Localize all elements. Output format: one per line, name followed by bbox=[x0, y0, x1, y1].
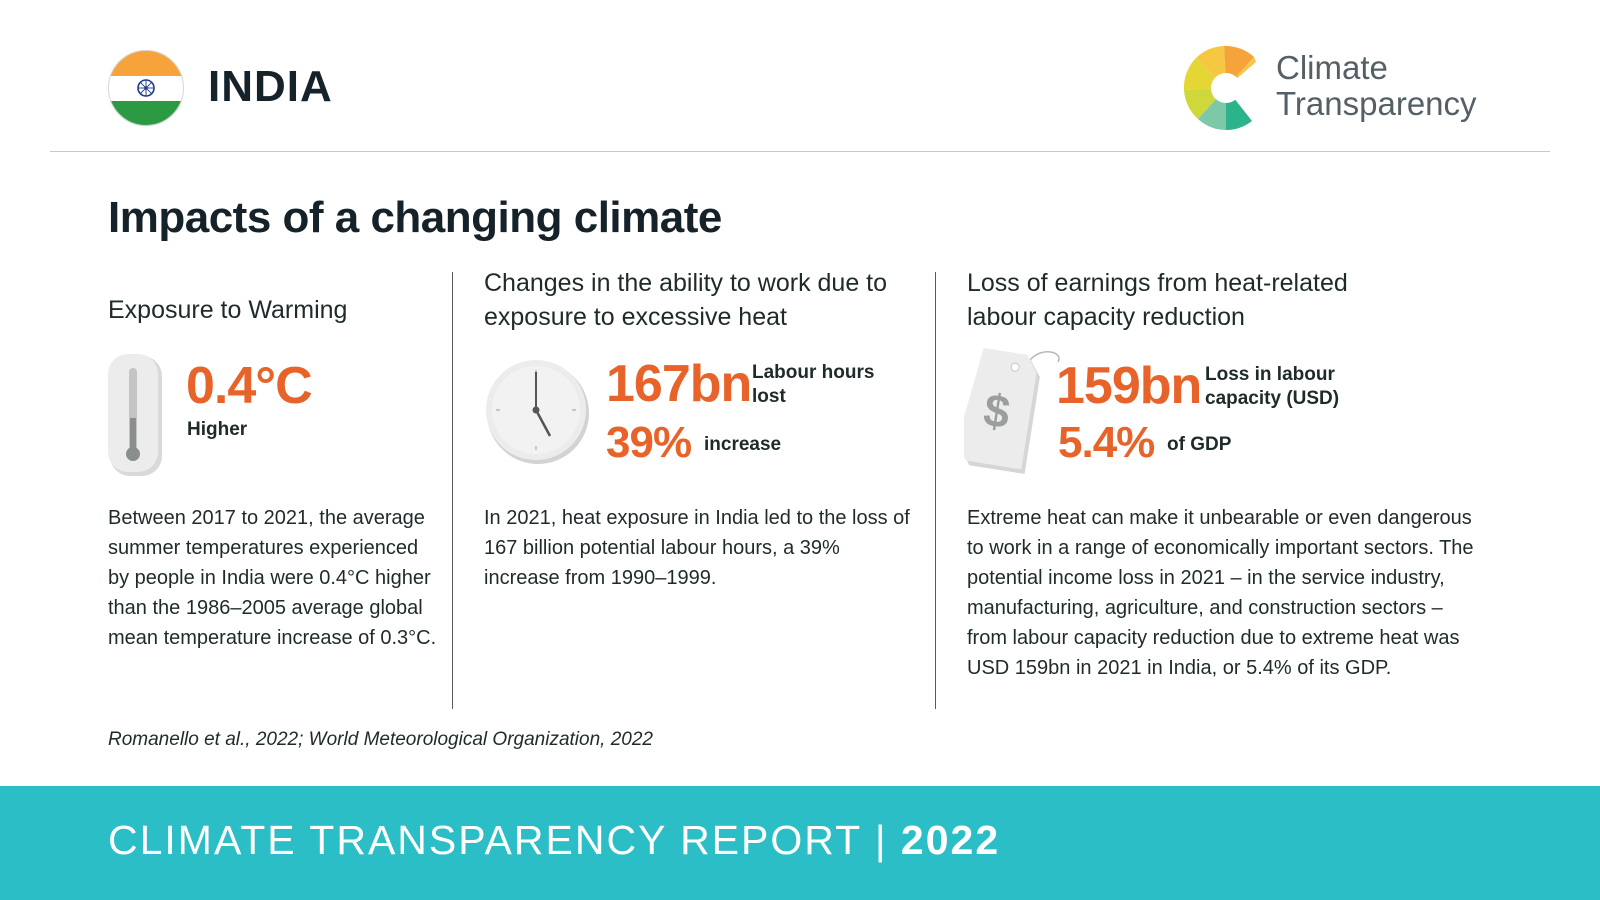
footer-year: 2022 bbox=[900, 817, 1001, 863]
gdp-share-value: 5.4% bbox=[1058, 418, 1155, 467]
footer-report: CLIMATE TRANSPARENCY REPORT bbox=[108, 817, 862, 863]
labour-hours-value: 167bn bbox=[606, 355, 752, 413]
work-ability-text: In 2021, heat exposure in India led to t… bbox=[484, 507, 910, 589]
labour-hours-label: Labour hours lost bbox=[752, 362, 875, 407]
section-title: Impacts of a changing climate bbox=[108, 193, 722, 242]
warming-text: Between 2017 to 2021, the average summer… bbox=[108, 507, 437, 649]
logo-line-1: Climate bbox=[1276, 49, 1388, 86]
india-flag-icon bbox=[108, 50, 184, 126]
column-divider-2 bbox=[935, 272, 936, 709]
price-tag-icon: $ bbox=[964, 348, 1060, 474]
clock-icon bbox=[486, 360, 589, 464]
climate-transparency-logo: Climate Transparency bbox=[1180, 40, 1490, 135]
source-note: Romanello et al., 2022; World Meteorolog… bbox=[108, 729, 653, 750]
column-divider-1 bbox=[452, 272, 453, 709]
warming-value: 0.4°C bbox=[186, 357, 313, 415]
footer-separator: | bbox=[874, 817, 888, 863]
gdp-share-label: of GDP bbox=[1167, 434, 1232, 455]
loss-label: Loss in labour capacity (USD) bbox=[1205, 364, 1340, 409]
warming-label: Higher bbox=[187, 419, 248, 440]
increase-value: 39% bbox=[606, 418, 692, 467]
loss-value: 159bn bbox=[1056, 357, 1202, 415]
footer-title: CLIMATE TRANSPARENCY REPORT | 2022 bbox=[108, 817, 1000, 864]
logo-mark-icon bbox=[1183, 45, 1276, 130]
work-ability-heading: Changes in the ability to work due to ex… bbox=[484, 269, 888, 331]
earnings-loss-text: Extreme heat can make it unbearable or e… bbox=[967, 507, 1474, 679]
exposure-heading: Exposure to Warming bbox=[108, 296, 348, 324]
country-name: INDIA bbox=[208, 62, 333, 111]
logo-line-2: Transparency bbox=[1276, 85, 1477, 122]
header-divider bbox=[50, 151, 1550, 152]
increase-label: increase bbox=[704, 434, 782, 455]
footer-bar bbox=[0, 786, 1600, 900]
thermometer-icon bbox=[108, 354, 162, 476]
earnings-loss-heading: Loss of earnings from heat-related labou… bbox=[967, 269, 1348, 331]
